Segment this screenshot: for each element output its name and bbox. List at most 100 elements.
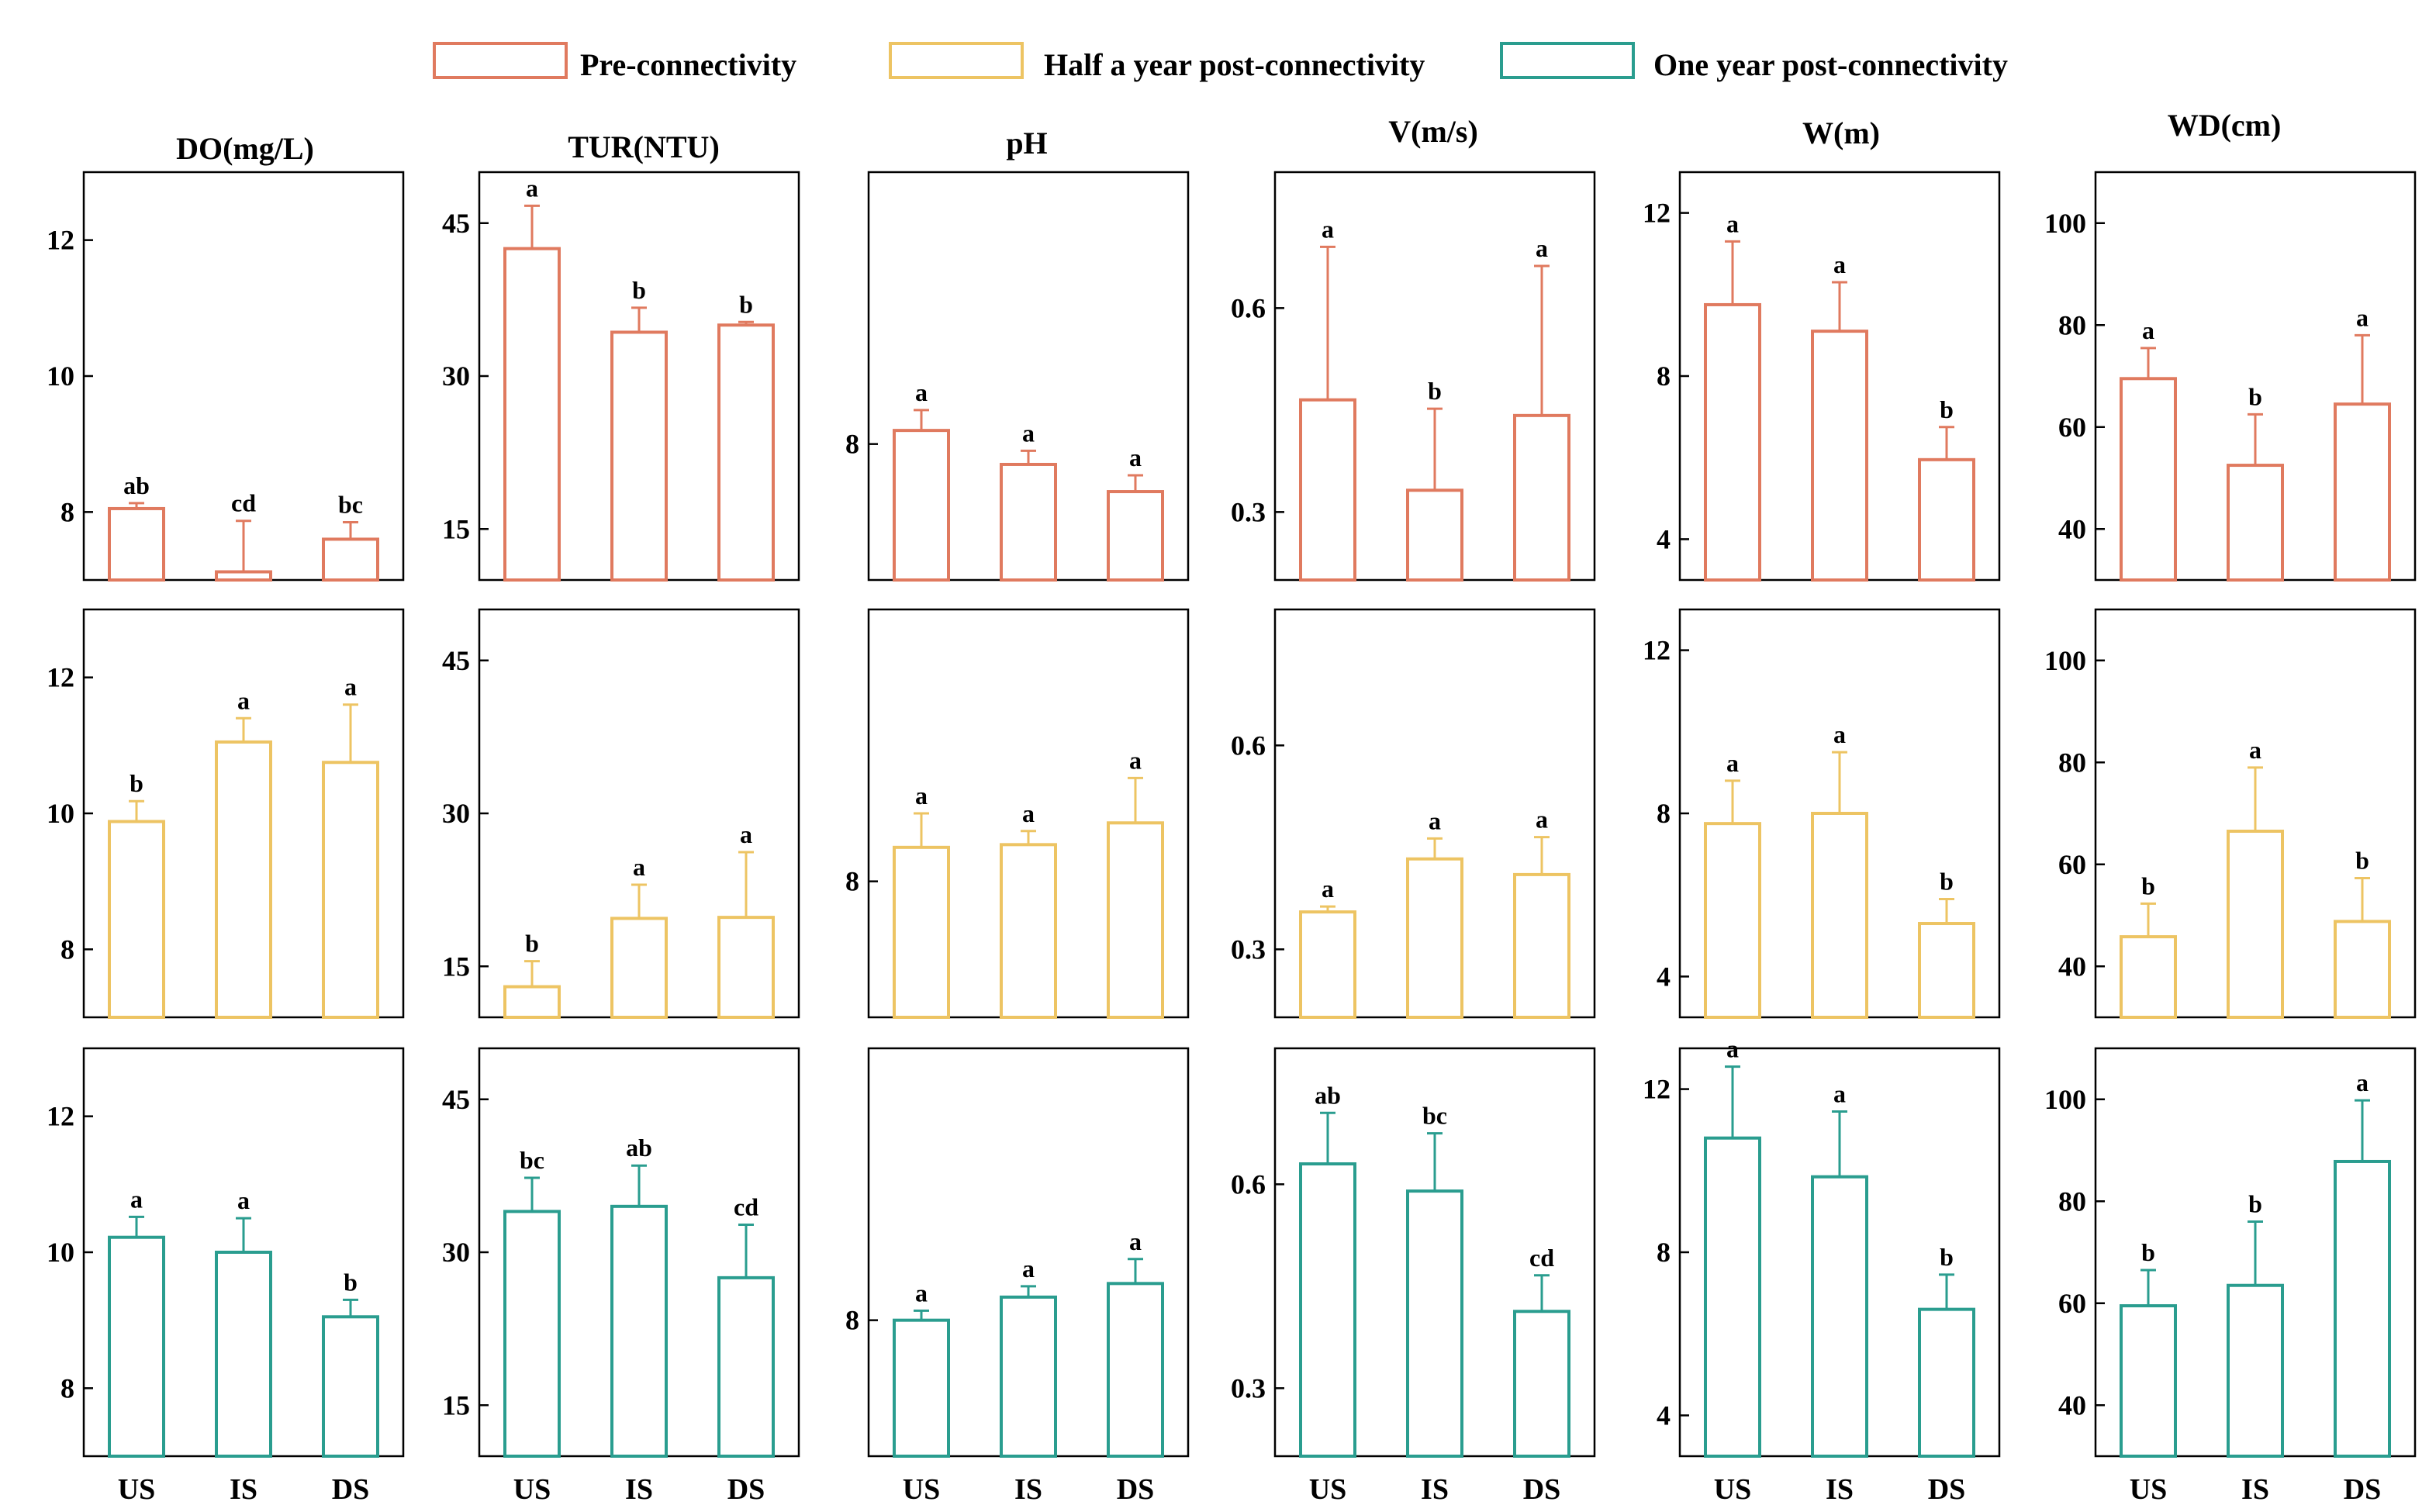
panel-title-tur: TUR(NTU) <box>568 129 720 164</box>
cat-label-w-is: IS <box>1826 1473 1854 1506</box>
y-tick-label: 45 <box>442 1084 470 1115</box>
panel-ph-half-year: 8 a a a <box>845 608 1190 1020</box>
bar-us <box>2120 377 2177 582</box>
significance-label-us: a <box>915 782 928 810</box>
y-tick-label: 100 <box>2044 208 2086 239</box>
bar-is <box>610 1204 668 1458</box>
y-tick-label: 12 <box>1643 1074 1671 1105</box>
y-tick-label: 4 <box>1657 1400 1671 1431</box>
significance-label-us: bc <box>520 1146 544 1174</box>
significance-label-us: b <box>525 930 539 958</box>
y-tick-label: 0.6 <box>1231 1169 1266 1200</box>
y-tick-label: 30 <box>442 1237 470 1268</box>
panel-wd-pre: 40 60 80 100 a b a <box>2044 171 2417 582</box>
bar-ds <box>322 537 379 582</box>
bar-ds <box>2334 1159 2391 1458</box>
y-tick-label: 80 <box>2058 1186 2086 1217</box>
significance-label-is: b <box>2248 382 2262 410</box>
significance-label-ds: a <box>344 673 357 701</box>
significance-label-is: cd <box>231 489 256 517</box>
significance-label-us: b <box>130 769 143 797</box>
significance-label-ds: b <box>739 290 753 318</box>
cat-label-do-ds: DS <box>332 1473 370 1506</box>
y-tick-label: 30 <box>442 361 470 392</box>
significance-label-us: a <box>915 1279 928 1307</box>
bar-us <box>503 247 561 582</box>
panel-v-half-year: 0.3 0.6 a a a <box>1231 608 1596 1020</box>
bar-ds <box>717 916 775 1019</box>
y-tick-label: 10 <box>47 798 74 829</box>
bar-us <box>2120 935 2177 1019</box>
bar-is <box>610 330 668 582</box>
significance-label-ds: a <box>1129 746 1142 774</box>
significance-label-ds: a <box>1129 1227 1142 1255</box>
significance-label-is: a <box>237 686 250 714</box>
bar-us <box>1299 910 1356 1020</box>
y-tick-label: 12 <box>1643 635 1671 666</box>
bar-us <box>2120 1304 2177 1458</box>
bar-is <box>1000 462 1057 582</box>
panel-title-ph: pH <box>1006 126 1047 161</box>
y-tick-label: 40 <box>2058 513 2086 544</box>
y-tick-label: 8 <box>1657 1237 1671 1268</box>
significance-label-us: b <box>2141 1238 2155 1266</box>
cat-label-wd-ds: DS <box>2344 1473 2382 1506</box>
y-tick-label: 0.6 <box>1231 730 1266 761</box>
panel-title-v: V(m/s) <box>1388 114 1478 149</box>
significance-label-ds: cd <box>1529 1244 1554 1272</box>
significance-label-is: a <box>1022 419 1035 447</box>
significance-label-is: a <box>1429 806 1441 834</box>
bar-ds <box>1918 1307 1975 1458</box>
bar-us <box>893 429 950 582</box>
significance-label-ds: a <box>1536 806 1548 834</box>
significance-label-us: b <box>2141 872 2155 899</box>
panel-do-half-year: 8 10 12 b a a <box>47 608 405 1020</box>
bar-us <box>1299 398 1356 582</box>
significance-label-us: a <box>1726 749 1739 777</box>
cat-label-w-ds: DS <box>1928 1473 1966 1506</box>
y-tick-label: 100 <box>2044 1084 2086 1115</box>
significance-label-us: ab <box>1315 1081 1341 1109</box>
y-tick-label: 8 <box>1657 361 1671 392</box>
y-tick-label: 4 <box>1657 961 1671 992</box>
cat-label-ph-us: US <box>903 1473 941 1506</box>
significance-label-ds: a <box>2356 303 2369 331</box>
bar-ds <box>1513 1310 1570 1458</box>
panel-tur-one-year: 15 30 45 bc ab cd <box>442 1047 800 1458</box>
y-tick-label: 80 <box>2058 747 2086 778</box>
y-tick-label: 8 <box>845 866 859 897</box>
bar-is <box>1406 857 1463 1020</box>
cat-label-v-ds: DS <box>1523 1473 1561 1506</box>
significance-label-us: a <box>1322 875 1334 903</box>
legend-swatch-pre <box>433 42 568 79</box>
bar-ds <box>322 761 379 1019</box>
bar-ds <box>1107 1282 1164 1458</box>
significance-label-is: a <box>2249 736 2261 764</box>
legend-label-pre: Pre-connectivity <box>580 47 796 82</box>
cat-label-ph-ds: DS <box>1117 1473 1155 1506</box>
significance-label-ds: b <box>2355 847 2369 875</box>
bar-is <box>2227 1283 2284 1458</box>
bar-is <box>1000 843 1057 1019</box>
panel-w-half-year: 4 8 12 a a b <box>1643 608 2001 1020</box>
significance-label-us: a <box>1322 215 1334 243</box>
significance-label-is: a <box>1833 1080 1846 1108</box>
panel-tur-half-year: 15 30 45 b a a <box>442 608 800 1020</box>
bar-ds <box>322 1315 379 1458</box>
panel-w-pre: 4 8 12 a a b <box>1643 171 2001 582</box>
legend-label-one-year: One year post-connectivity <box>1653 47 2008 82</box>
bar-is <box>2227 830 2284 1019</box>
cat-label-tur-us: US <box>513 1473 551 1506</box>
significance-label-ds: b <box>344 1268 358 1296</box>
bar-ds <box>1918 922 1975 1020</box>
cat-label-tur-is: IS <box>625 1473 653 1506</box>
panel-title-w: W(m) <box>1802 116 1880 150</box>
significance-label-is: a <box>1022 1255 1035 1282</box>
y-tick-label: 12 <box>47 225 74 256</box>
bar-is <box>1406 488 1463 582</box>
y-tick-label: 4 <box>1657 523 1671 554</box>
cat-label-wd-us: US <box>2130 1473 2168 1506</box>
y-tick-label: 8 <box>60 934 74 965</box>
significance-label-us: a <box>1726 209 1739 237</box>
